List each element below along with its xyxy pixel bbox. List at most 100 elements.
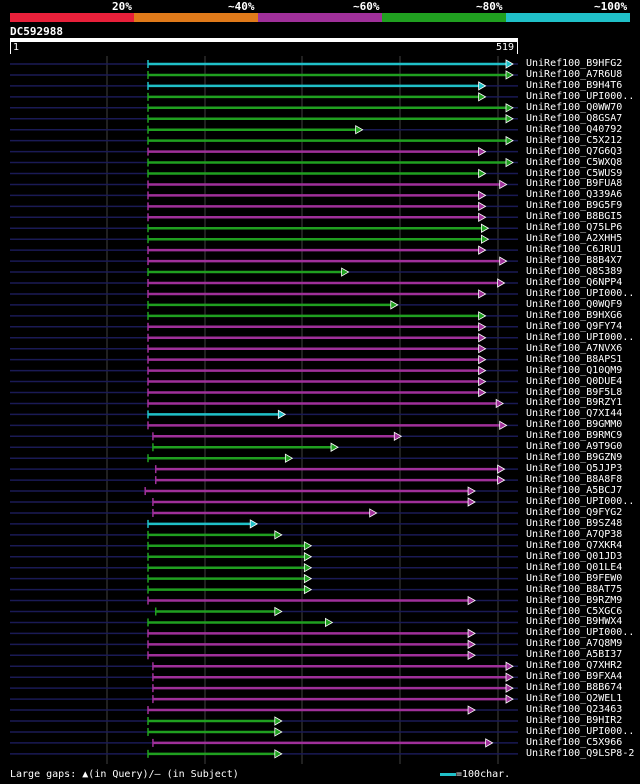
hit-label[interactable]: UniRef100_B9GMM0 (526, 419, 623, 431)
hit-alignment-43[interactable] (147, 530, 283, 540)
hit-label[interactable]: UniRef100_Q2WEL1 (526, 693, 623, 705)
hit-alignment-55[interactable] (152, 661, 514, 671)
hit-label[interactable]: UniRef100_B9SZ48 (526, 517, 623, 529)
hit-label[interactable]: UniRef100_C5X212 (526, 134, 623, 146)
hit-alignment-63[interactable] (147, 749, 283, 759)
hit-label[interactable]: UniRef100_Q01JD3 (526, 550, 623, 562)
hit-alignment-50[interactable] (154, 606, 283, 617)
hit-label[interactable]: UniRef100_B9FEW0 (526, 572, 623, 584)
hit-label[interactable]: UniRef100_B9HIR2 (526, 715, 623, 726)
hit-alignment-42[interactable] (147, 519, 259, 529)
hit-alignment-11[interactable] (147, 179, 508, 190)
hit-alignment-16[interactable] (147, 234, 490, 244)
hit-label[interactable]: UniRef100_B9RZM9 (526, 594, 623, 606)
hit-alignment-23[interactable] (147, 311, 487, 321)
hit-label[interactable]: UniRef100_A9T9G0 (526, 441, 623, 453)
hit-alignment-6[interactable] (147, 125, 364, 135)
hit-label[interactable]: UniRef100_B9H4T6 (526, 79, 623, 91)
hit-label[interactable]: UniRef100_Q0DUE4 (526, 375, 623, 387)
hit-label[interactable]: UniRef100_UPI000.. (526, 287, 635, 299)
hit-label[interactable]: UniRef100_B9HFG2 (526, 58, 623, 69)
hit-label[interactable]: UniRef100_C5X966 (526, 736, 623, 748)
hit-alignment-61[interactable] (147, 727, 283, 737)
hit-label[interactable]: UniRef100_Q7XI44 (526, 408, 623, 420)
hit-alignment-19[interactable] (147, 267, 350, 277)
hit-alignment-2[interactable] (147, 81, 487, 91)
hit-alignment-51[interactable] (147, 617, 334, 628)
hit-alignment-14[interactable] (147, 212, 487, 222)
hit-label[interactable]: UniRef100_Q10QM9 (526, 364, 623, 376)
hit-label[interactable]: UniRef100_Q0WQF9 (526, 298, 623, 310)
hit-label[interactable]: UniRef100_Q9FY74 (526, 320, 623, 332)
hit-alignment-53[interactable] (147, 639, 476, 650)
hit-label[interactable]: UniRef100_B9FUA8 (526, 178, 623, 190)
hit-label[interactable]: UniRef100_Q7XKR4 (526, 539, 623, 551)
hit-label[interactable]: UniRef100_A2XHH5 (526, 233, 623, 245)
hit-label[interactable]: UniRef100_B8AT75 (526, 583, 623, 595)
hit-label[interactable]: UniRef100_UPI000.. (526, 725, 635, 737)
hit-label[interactable]: UniRef100_B9F5L8 (526, 386, 623, 398)
hit-alignment-26[interactable] (147, 344, 487, 354)
hit-label[interactable]: UniRef100_C6JRU1 (526, 244, 623, 256)
hit-alignment-60[interactable] (147, 716, 283, 726)
hit-alignment-20[interactable] (147, 278, 506, 288)
hit-alignment-45[interactable] (147, 552, 313, 562)
hit-label[interactable]: UniRef100_Q9LSP8-2 (526, 747, 635, 759)
hit-alignment-28[interactable] (147, 365, 487, 376)
hit-label[interactable]: UniRef100_A7Q8M9 (526, 638, 623, 650)
hit-alignment-35[interactable] (152, 442, 339, 452)
hit-label[interactable]: UniRef100_A7QP38 (526, 528, 623, 540)
hit-label[interactable]: UniRef100_B9HWX4 (526, 616, 623, 628)
hit-alignment-52[interactable] (147, 628, 476, 639)
hit-alignment-58[interactable] (152, 694, 514, 704)
hit-alignment-31[interactable] (147, 398, 504, 409)
hit-label[interactable]: UniRef100_B9GZN9 (526, 452, 623, 464)
hit-label[interactable]: UniRef100_B8B4X7 (526, 255, 623, 267)
hit-alignment-47[interactable] (147, 573, 313, 584)
hit-alignment-34[interactable] (152, 431, 403, 441)
hit-label[interactable]: UniRef100_Q339A6 (526, 189, 623, 201)
hit-alignment-25[interactable] (147, 333, 487, 343)
hit-alignment-15[interactable] (147, 223, 490, 233)
hit-label[interactable]: UniRef100_UPI000.. (526, 331, 635, 343)
hit-label[interactable]: UniRef100_C5WXQ8 (526, 156, 623, 168)
hit-label[interactable]: UniRef100_Q7G6Q3 (526, 145, 623, 157)
hit-alignment-9[interactable] (147, 157, 514, 168)
hit-alignment-41[interactable] (152, 508, 378, 518)
hit-label[interactable]: UniRef100_A5BI37 (526, 649, 623, 661)
hit-alignment-17[interactable] (147, 245, 487, 255)
hit-alignment-32[interactable] (147, 409, 287, 420)
hit-label[interactable]: UniRef100_B8B674 (526, 682, 623, 694)
hit-alignment-4[interactable] (147, 103, 514, 113)
hit-label[interactable]: UniRef100_Q6NPP4 (526, 277, 623, 288)
hit-alignment-39[interactable] (144, 486, 476, 496)
hit-alignment-21[interactable] (147, 289, 487, 299)
hit-alignment-12[interactable] (147, 190, 487, 201)
hit-label[interactable]: UniRef100_B9G5F9 (526, 200, 623, 212)
hit-label[interactable]: UniRef100_Q8GSA7 (526, 112, 623, 124)
hit-alignment-5[interactable] (147, 114, 514, 124)
hit-alignment-8[interactable] (147, 146, 487, 157)
hit-label[interactable]: UniRef100_UPI000.. (526, 496, 635, 507)
hit-label[interactable]: UniRef100_C5XGC6 (526, 605, 623, 617)
hit-alignment-59[interactable] (147, 705, 476, 715)
hit-label[interactable]: UniRef100_Q9FYG2 (526, 506, 623, 518)
hit-alignment-48[interactable] (147, 584, 313, 595)
hit-alignment-3[interactable] (147, 92, 487, 102)
hit-alignment-29[interactable] (147, 376, 487, 387)
hit-label[interactable]: UniRef100_Q8S389 (526, 266, 623, 278)
hit-label[interactable]: UniRef100_B9RMC9 (526, 430, 623, 442)
hit-alignment-7[interactable] (147, 135, 514, 146)
hit-alignment-46[interactable] (147, 563, 313, 573)
hit-label[interactable]: UniRef100_UPI000.. (526, 90, 635, 102)
hit-alignment-30[interactable] (147, 387, 487, 398)
hit-label[interactable]: UniRef100_Q7XHR2 (526, 660, 623, 672)
hit-label[interactable]: UniRef100_UPI000.. (526, 627, 635, 639)
hit-label[interactable]: UniRef100_B9FXA4 (526, 671, 623, 683)
hit-label[interactable]: UniRef100_Q01LE4 (526, 561, 623, 573)
hit-alignment-38[interactable] (154, 475, 506, 485)
hit-alignment-49[interactable] (147, 595, 476, 606)
hit-label[interactable]: UniRef100_Q23463 (526, 704, 623, 716)
hit-label[interactable]: UniRef100_A7R6U8 (526, 68, 623, 80)
hit-label[interactable]: UniRef100_B9HXG6 (526, 309, 623, 321)
